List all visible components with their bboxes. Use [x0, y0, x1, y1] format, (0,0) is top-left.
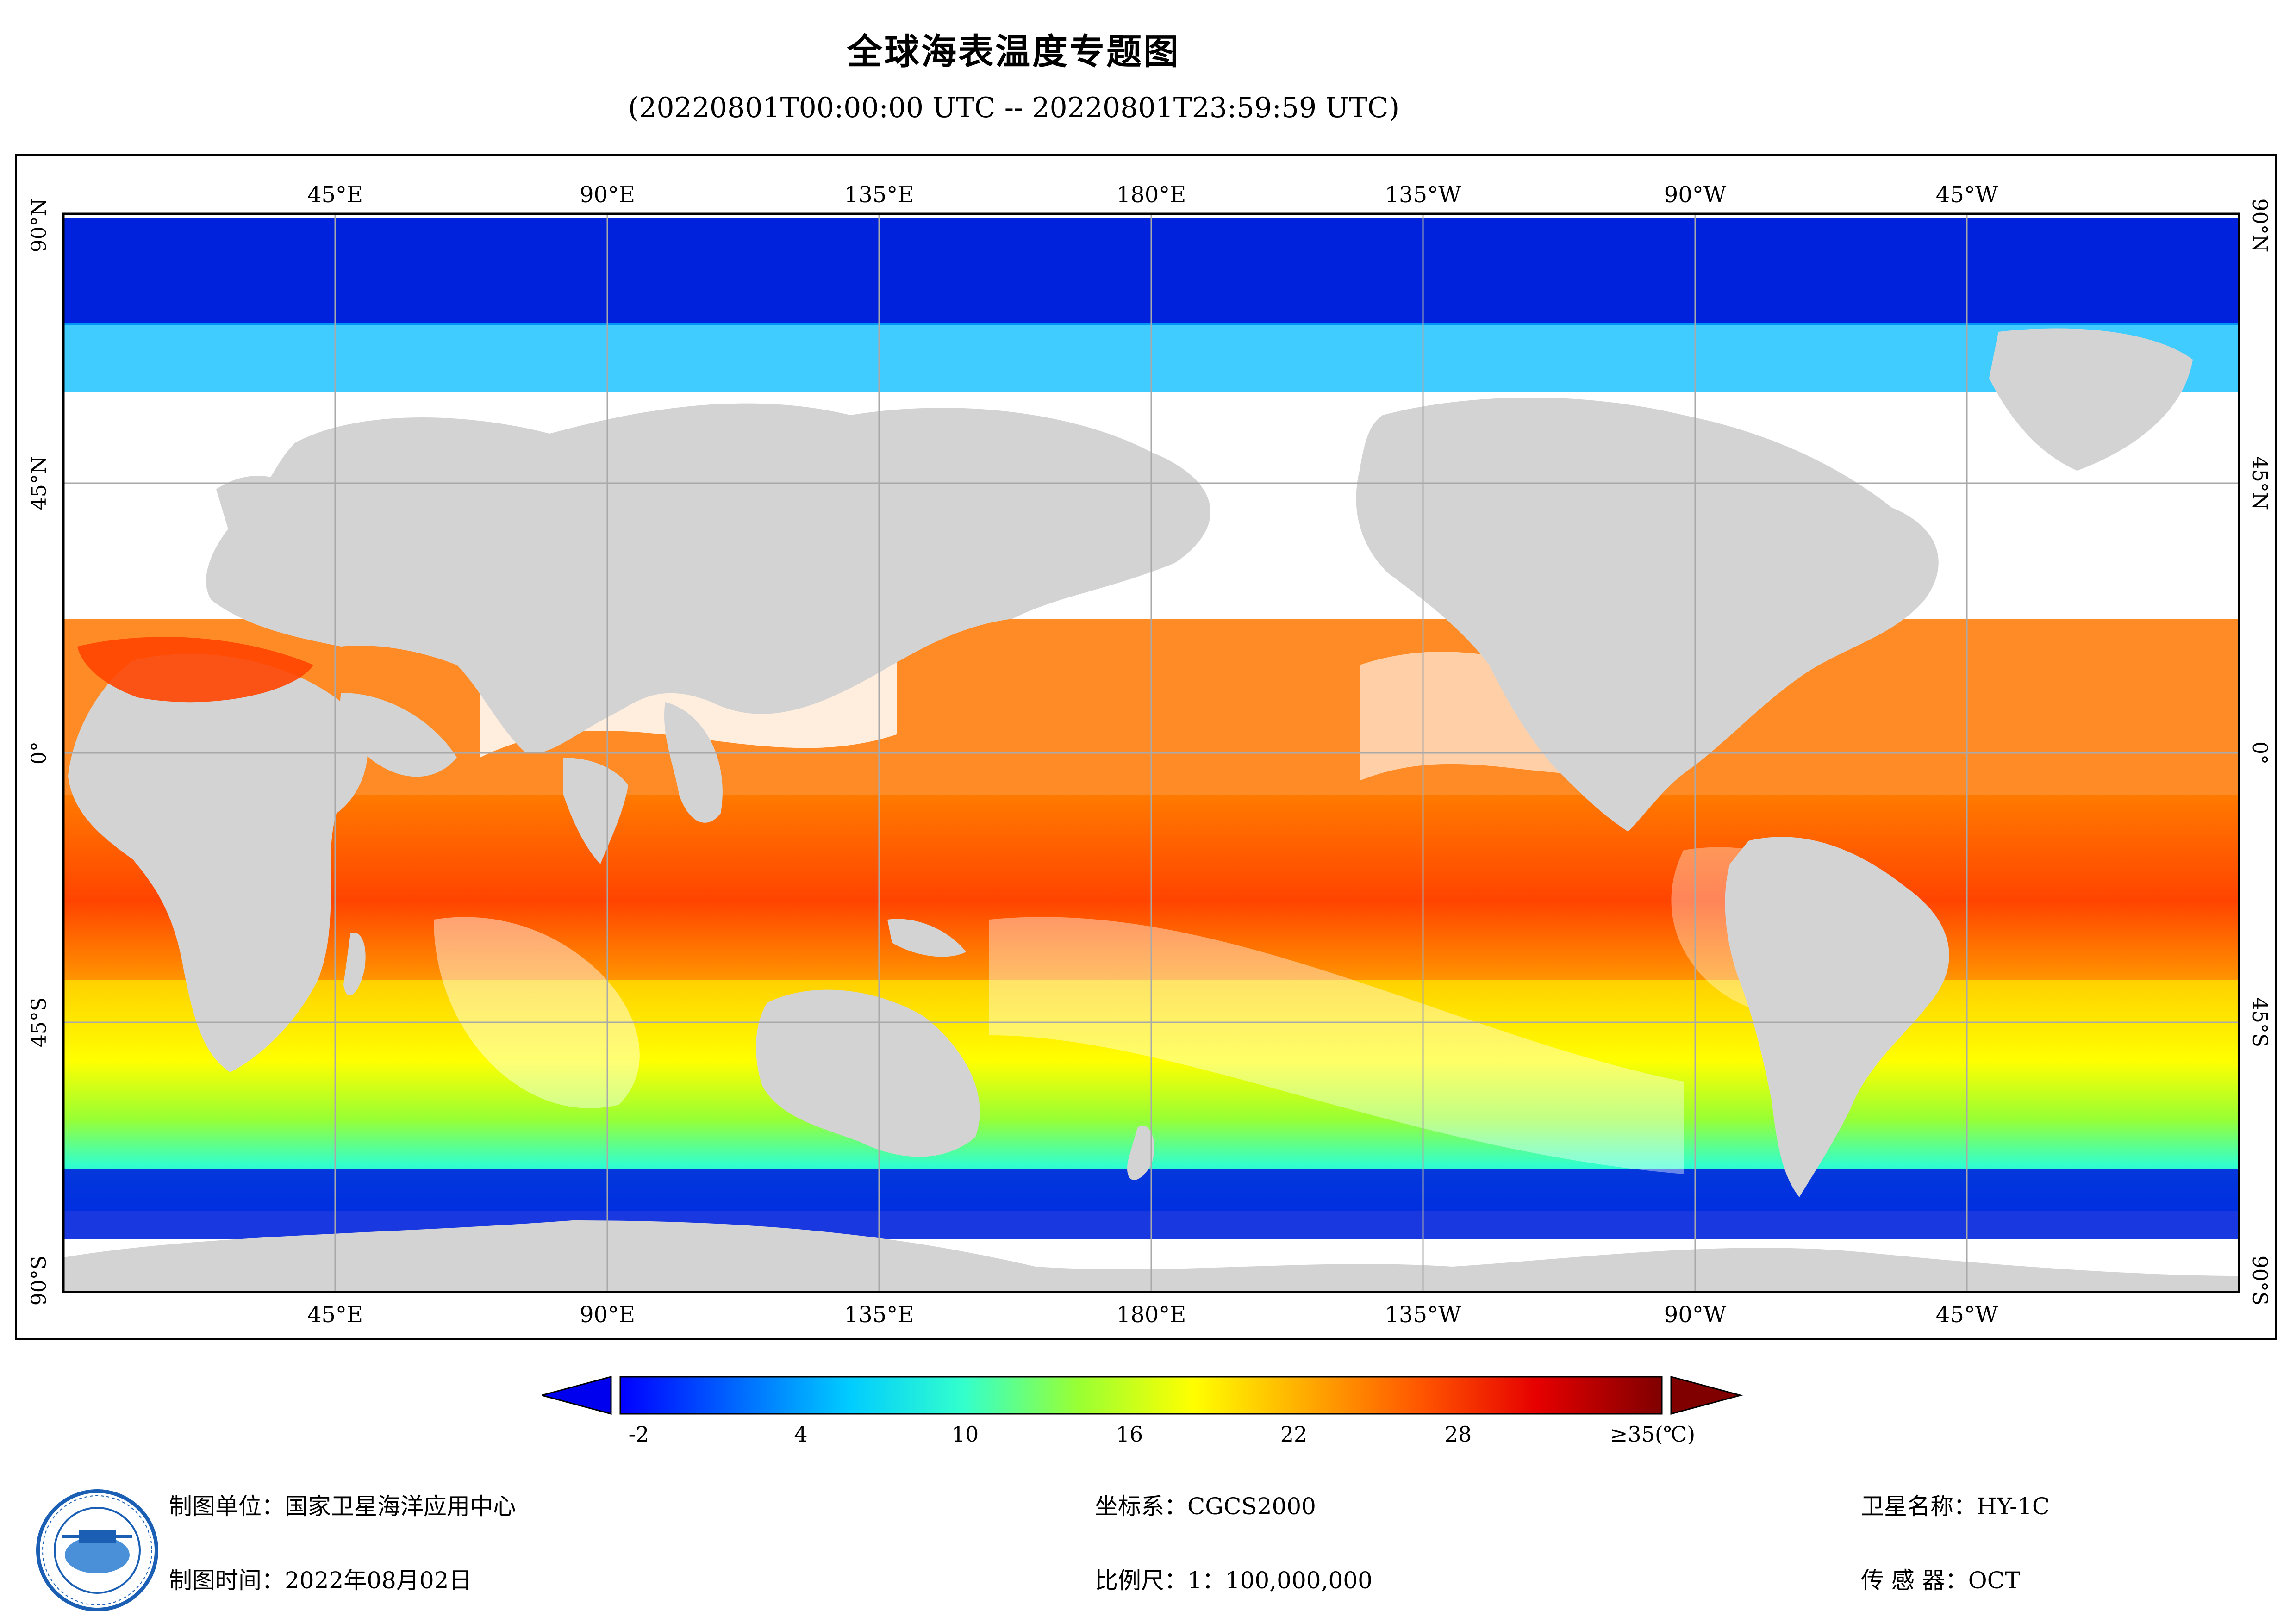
lon-label-bottom: 45°E: [307, 1302, 363, 1328]
mediterranean-warm: [77, 637, 313, 703]
lon-label-top: 90°E: [580, 182, 635, 208]
lat-label-left: 45°N: [27, 456, 51, 510]
colorbar-tick-label: 4: [794, 1422, 807, 1444]
lat-label-right: 90°S: [2248, 1256, 2271, 1306]
land-india: [563, 758, 628, 864]
cloud-gap: [989, 917, 1684, 1174]
land-north-america: [1356, 398, 1939, 832]
colorbar-tick-label: ≥35(℃): [1610, 1422, 1695, 1444]
colorbar-tick-label: 28: [1445, 1422, 1472, 1444]
lat-label-left: 90°S: [27, 1256, 51, 1306]
map-subtitle: (20220801T00:00:00 UTC -- 20220801T23:59…: [628, 92, 1400, 124]
lat-label-right: 0°: [2248, 741, 2271, 765]
lon-label-bottom: 90°E: [580, 1302, 635, 1328]
map-frame: 45°E 90°E 135°E 180°E 135°W 90°W 45°W 45…: [15, 154, 2277, 1340]
lon-label-top: 135°E: [844, 182, 914, 208]
land-south-america: [1725, 837, 1949, 1197]
lat-label-left: 0°: [27, 741, 51, 765]
graticule: [63, 214, 2239, 1292]
map-title: 全球海表温度专题图: [847, 31, 1180, 72]
land-arabia: [340, 693, 457, 777]
lon-label-top: 90°W: [1664, 182, 1727, 208]
map-border: [62, 212, 2240, 1293]
land-southeast-asia: [664, 702, 723, 823]
mapping-agency: 制图单位：国家卫星海洋应用中心: [169, 1493, 516, 1520]
map-scale: 比例尺：1：100,000,000: [1095, 1567, 1373, 1594]
lat-label-right: 90°N: [2248, 199, 2271, 253]
land-eurasia: [206, 403, 1210, 754]
land-scandinavia: [216, 476, 313, 547]
mapping-date: 制图时间：2022年08月02日: [169, 1567, 472, 1594]
lat-label-left: 90°N: [27, 199, 51, 253]
land-australia: [756, 989, 980, 1157]
sensor-name: 传 感 器：OCT: [1861, 1567, 2021, 1594]
lat-label-right: 45°S: [2248, 997, 2271, 1047]
lon-label-bottom: 135°W: [1385, 1302, 1462, 1328]
agency-logo: [36, 1489, 158, 1611]
land-new-guinea: [887, 919, 966, 957]
lon-label-top: 135°W: [1385, 182, 1462, 208]
lon-label-top: 45°E: [307, 182, 363, 208]
colorbar-tick-label: 16: [1116, 1422, 1143, 1444]
land-africa: [68, 653, 368, 1072]
colorbar: -2 4 10 16 22 28 ≥35(℃): [539, 1376, 1743, 1447]
colorbar-legend: -2 4 10 16 22 28 ≥35(℃): [539, 1370, 1745, 1447]
land-greenland: [1989, 328, 2193, 471]
colorbar-low-arrow: [539, 1376, 612, 1415]
lon-label-bottom: 90°W: [1664, 1302, 1727, 1328]
land-madagascar: [343, 933, 366, 995]
land-new-zealand: [1127, 1125, 1154, 1180]
lon-label-bottom: 180°E: [1117, 1302, 1186, 1328]
coordinate-system: 坐标系：CGCS2000: [1095, 1493, 1316, 1520]
cloud-gap: [434, 917, 640, 1108]
satellite-name: 卫星名称：HY-1C: [1861, 1493, 2050, 1520]
sst-map: 45°E 90°E 135°E 180°E 135°W 90°W 45°W 45…: [27, 182, 2271, 1328]
colorbar-tick-label: 10: [952, 1422, 979, 1444]
colorbar-gradient: [619, 1376, 1663, 1415]
lon-label-top: 45°W: [1936, 182, 1998, 208]
colorbar-tick-label: -2: [629, 1422, 649, 1444]
colorbar-high-arrow: [1670, 1376, 1743, 1415]
lat-label-left: 45°S: [27, 997, 51, 1047]
lon-label-top: 180°E: [1117, 182, 1186, 208]
lon-label-bottom: 45°W: [1936, 1302, 1998, 1328]
lon-label-bottom: 135°E: [844, 1302, 914, 1328]
colorbar-tick-label: 22: [1280, 1422, 1308, 1444]
lat-label-right: 45°N: [2248, 456, 2271, 510]
